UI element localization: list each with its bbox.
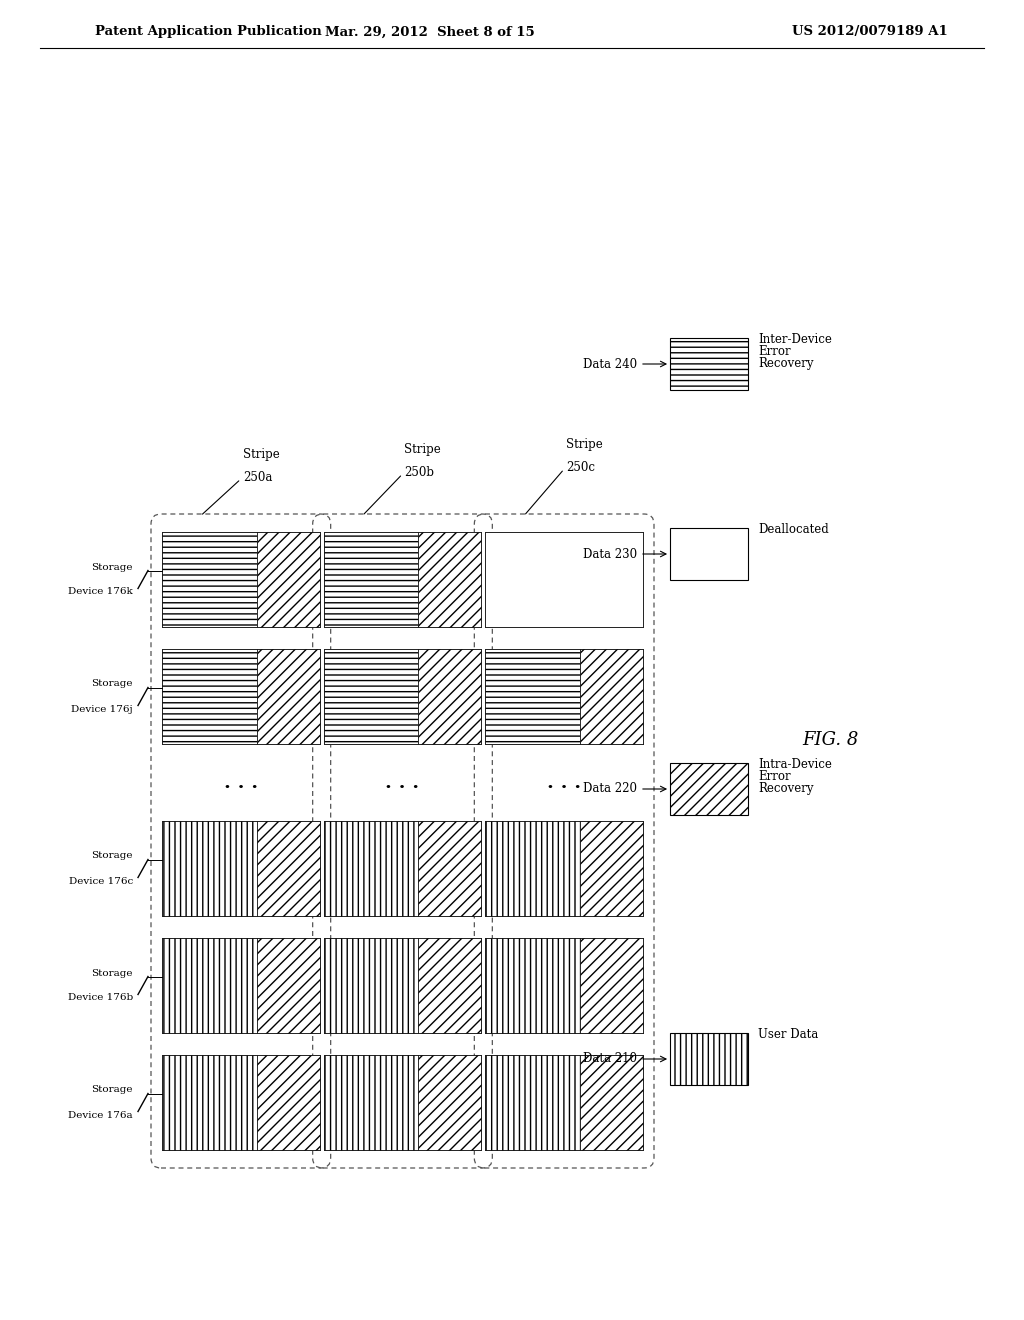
Bar [162,532,257,627]
Bar [324,649,418,744]
Bar [324,939,418,1034]
Text: . . .: . . . [224,774,258,792]
Bar [257,649,319,744]
Text: Storage: Storage [91,969,133,978]
Bar [418,649,481,744]
Bar [324,821,481,916]
Text: Data 210: Data 210 [583,1052,637,1065]
Bar [162,939,257,1034]
Bar [670,338,748,389]
Text: Mar. 29, 2012  Sheet 8 of 15: Mar. 29, 2012 Sheet 8 of 15 [326,25,535,38]
Text: Device 176b: Device 176b [68,994,133,1002]
Text: Data 240: Data 240 [583,358,637,371]
Text: . . .: . . . [547,774,582,792]
Text: 250c: 250c [566,461,595,474]
Text: . . .: . . . [385,774,420,792]
Bar [324,821,418,916]
Bar [485,821,643,916]
Bar [418,532,481,627]
Text: Device 176a: Device 176a [69,1110,133,1119]
Text: Intra-Device: Intra-Device [758,758,831,771]
Text: Device 176k: Device 176k [69,587,133,597]
Bar [580,939,643,1034]
Text: Recovery: Recovery [758,356,813,370]
Text: 250b: 250b [404,466,434,479]
Bar [162,821,257,916]
Text: Recovery: Recovery [758,781,813,795]
Text: Device 176j: Device 176j [72,705,133,714]
Bar [485,1055,643,1150]
Bar [324,1055,418,1150]
Bar [580,1055,643,1150]
Text: Storage: Storage [91,851,133,861]
Bar [162,821,319,916]
Text: Patent Application Publication: Patent Application Publication [95,25,322,38]
Bar [162,532,319,627]
Bar [324,532,418,627]
Bar [324,1055,481,1150]
Bar [418,939,481,1034]
Bar [257,821,319,916]
Bar [580,649,643,744]
Bar [485,532,643,627]
Bar [418,821,481,916]
Bar [670,528,748,579]
Bar [485,649,580,744]
Bar [162,1055,319,1150]
Text: Stripe: Stripe [243,447,280,461]
Text: Stripe: Stripe [404,444,441,455]
Bar [485,532,643,627]
Text: Deallocated: Deallocated [758,523,828,536]
Bar [162,939,319,1034]
Text: FIG. 8: FIG. 8 [802,731,858,748]
Text: Storage: Storage [91,1085,133,1094]
Text: 250a: 250a [243,471,272,484]
Text: Storage: Storage [91,680,133,689]
Text: Device 176c: Device 176c [69,876,133,886]
Text: User Data: User Data [758,1028,818,1041]
Bar [485,1055,580,1150]
Bar [418,1055,481,1150]
Bar [670,1034,748,1085]
Bar [580,821,643,916]
Bar [257,1055,319,1150]
Bar [257,532,319,627]
Text: Stripe: Stripe [566,438,603,451]
Bar [324,939,481,1034]
Bar [162,649,319,744]
Bar [485,939,643,1034]
Text: US 2012/0079189 A1: US 2012/0079189 A1 [793,25,948,38]
Bar [485,649,643,744]
Text: Error: Error [758,345,791,358]
Text: Inter-Device: Inter-Device [758,333,831,346]
Text: Error: Error [758,770,791,783]
Bar [162,649,257,744]
Text: Storage: Storage [91,562,133,572]
Text: Data 230: Data 230 [583,548,637,561]
Bar [485,821,580,916]
Text: Data 220: Data 220 [583,783,637,796]
Bar [324,649,481,744]
Bar [257,939,319,1034]
Bar [162,1055,257,1150]
Bar [324,532,481,627]
Bar [485,939,580,1034]
Bar [670,763,748,814]
